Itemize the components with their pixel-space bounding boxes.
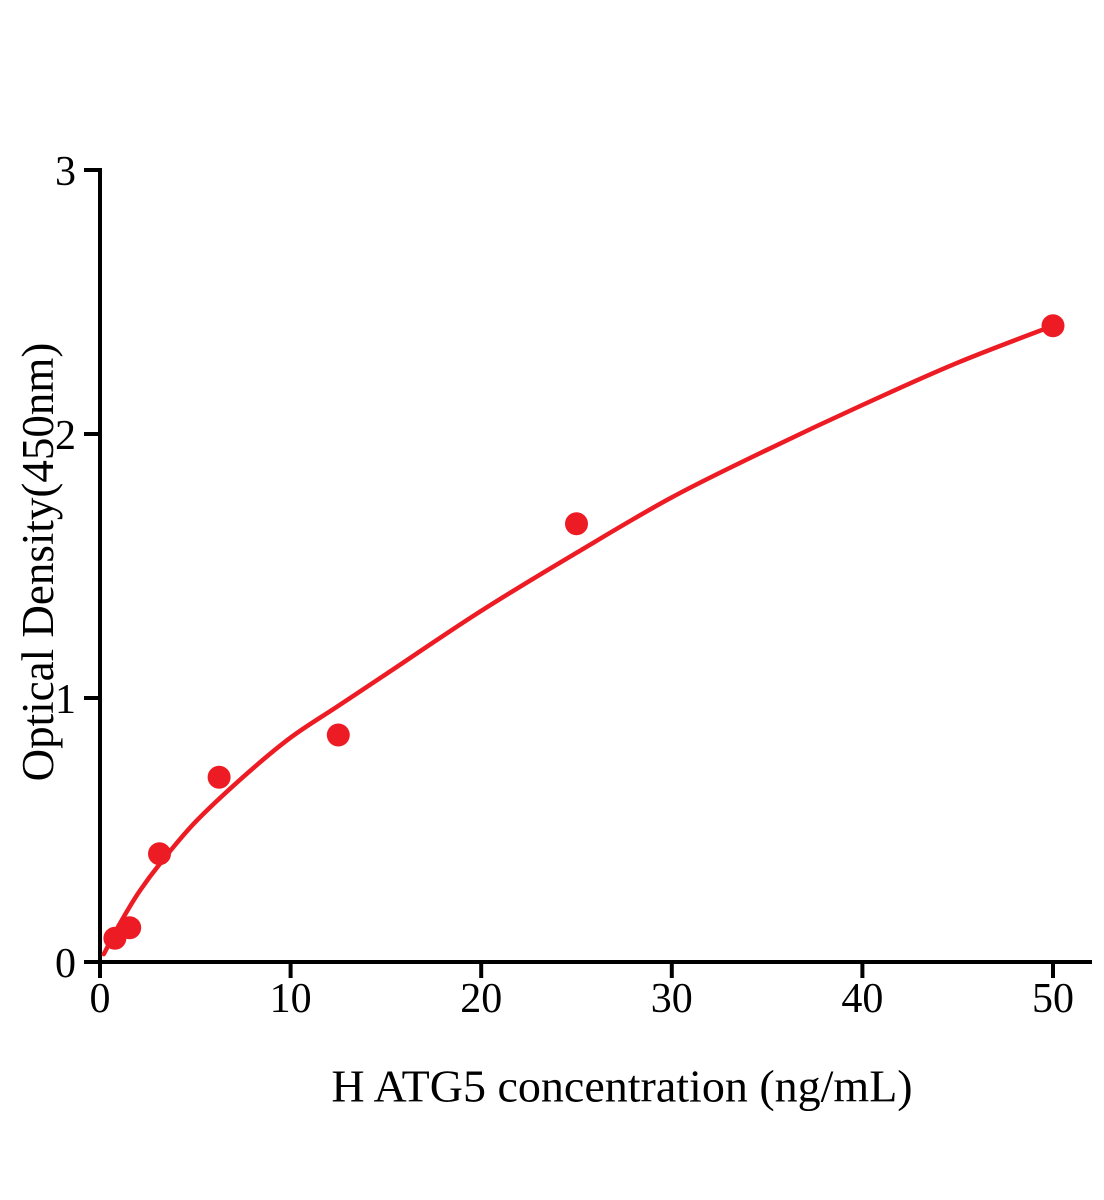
x-tick-label: 50 [1032, 976, 1074, 1022]
x-tick-label: 40 [841, 976, 883, 1022]
x-axis-title: H ATG5 concentration (ng/mL) [331, 1060, 913, 1112]
data-point [118, 916, 142, 940]
data-point [207, 765, 231, 789]
x-tick-label: 0 [90, 976, 111, 1022]
data-point [326, 723, 350, 747]
y-tick-label: 1 [55, 677, 76, 723]
data-point [1041, 314, 1065, 338]
fit-curve-line [101, 323, 1056, 957]
y-tick-label: 2 [55, 413, 76, 459]
data-point [565, 512, 588, 536]
y-tick-label: 0 [55, 941, 76, 987]
y-tick-label: 3 [55, 149, 76, 195]
x-tick-label: 20 [460, 976, 502, 1022]
x-tick-label: 10 [270, 976, 312, 1022]
tick-marks [84, 168, 1055, 978]
y-axis-title: Optical Density(450nm) [13, 342, 63, 782]
tick-labels: 0 10 20 30 40 50 0 1 2 3 [55, 149, 1074, 1022]
data-point [148, 842, 171, 866]
x-tick-label: 30 [651, 976, 693, 1022]
data-points [103, 314, 1065, 950]
axes [98, 168, 1092, 964]
